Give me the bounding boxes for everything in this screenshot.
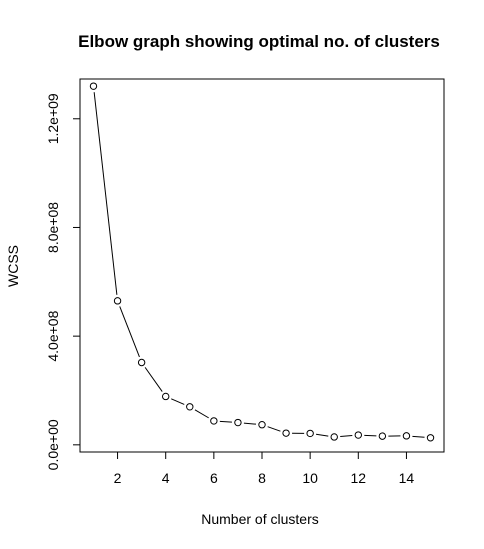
data-point: [186, 403, 194, 411]
series-segment: [219, 420, 232, 423]
x-tick-label: 12: [351, 470, 367, 486]
x-tick-label: 14: [399, 470, 415, 486]
series-segment: [93, 92, 118, 295]
series-segment: [171, 398, 185, 405]
series-segment: [243, 422, 257, 425]
chart-title: Elbow graph showing optimal no. of clust…: [78, 32, 440, 51]
x-tick-label: 6: [210, 470, 218, 486]
series-segment: [144, 367, 163, 392]
x-tick-label: 2: [114, 470, 122, 486]
series-segment: [267, 426, 281, 432]
y-tick-label: 8.0e+08: [45, 202, 61, 253]
data-point: [210, 417, 218, 425]
y-axis: 0.0e+00 4.0e+08 8.0e+08 1.2e+09: [45, 93, 81, 470]
data-point: [354, 431, 362, 439]
data-point: [234, 418, 242, 427]
data-point: [113, 297, 122, 305]
y-tick-label: 1.2e+09: [45, 93, 61, 144]
data-point: [306, 429, 314, 438]
y-axis-label: WCSS: [5, 245, 21, 287]
series-segment: [412, 435, 425, 438]
x-axis-label: Number of clusters: [201, 511, 318, 527]
series-points: [89, 82, 435, 442]
series-segment: [340, 435, 353, 437]
x-axis: 2 4 6 8 10 12 14: [114, 451, 415, 486]
plot-frame: [79, 78, 445, 453]
data-point: [162, 392, 170, 401]
data-point: [89, 82, 98, 90]
series-segment: [364, 434, 377, 437]
data-point: [378, 432, 387, 440]
data-point: [330, 433, 338, 441]
data-point: [137, 358, 146, 367]
data-point: [402, 432, 411, 440]
y-tick-label: 0.0e+00: [45, 419, 61, 470]
data-point: [426, 434, 435, 442]
x-tick-label: 8: [258, 470, 266, 486]
series-segment: [119, 306, 140, 358]
data-point: [258, 421, 266, 429]
x-tick-label: 10: [302, 470, 318, 486]
series-lines: [93, 92, 425, 438]
data-point: [282, 429, 290, 437]
y-tick-label: 4.0e+08: [45, 310, 61, 361]
series-segment: [194, 409, 209, 419]
series-segment: [316, 433, 329, 437]
x-tick-label: 4: [162, 470, 170, 486]
